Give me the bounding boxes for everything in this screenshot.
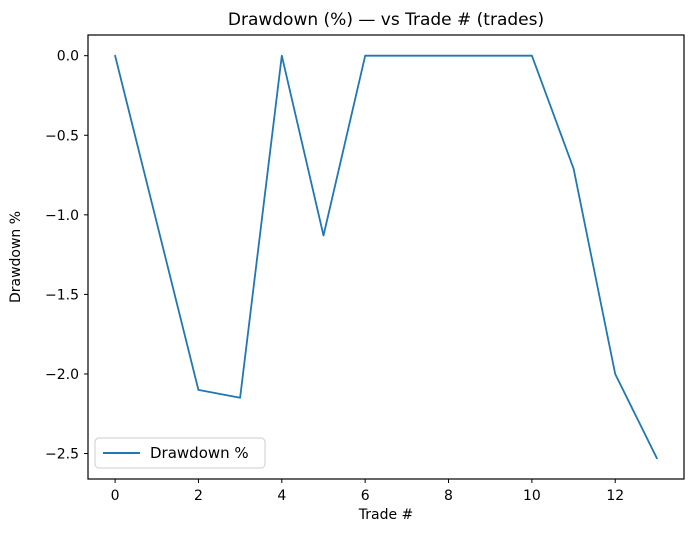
x-tick-label: 10	[523, 488, 541, 504]
y-tick-label: −1.0	[45, 208, 79, 224]
x-tick-label: 2	[194, 488, 203, 504]
y-tick-label: 0.0	[57, 49, 79, 65]
x-tick-label: 0	[111, 488, 120, 504]
y-axis-ticks: 0.0 −0.5 −1.0 −1.5 −2.0 −2.5	[45, 49, 88, 463]
x-axis-ticks: 0 2 4 6 8 10 12	[111, 479, 624, 504]
y-tick-label: −1.5	[45, 287, 79, 303]
legend: Drawdown %	[94, 437, 266, 469]
y-tick-label: −2.0	[45, 367, 79, 383]
x-tick-label: 4	[277, 488, 286, 504]
y-tick-label: −0.5	[45, 128, 79, 144]
drawdown-series-line	[114, 54, 658, 460]
legend-label: Drawdown %	[150, 444, 249, 462]
legend-box	[94, 437, 266, 469]
x-tick-label: 6	[361, 488, 370, 504]
chart-title: Drawdown (%) — vs Trade # (trades)	[228, 10, 544, 30]
y-axis-label: Drawdown %	[8, 211, 24, 303]
x-axis-label: Trade #	[358, 507, 414, 523]
x-tick-label: 12	[606, 488, 624, 504]
plot-area	[87, 34, 685, 480]
x-tick-label: 8	[444, 488, 453, 504]
y-tick-label: −2.5	[45, 447, 79, 463]
